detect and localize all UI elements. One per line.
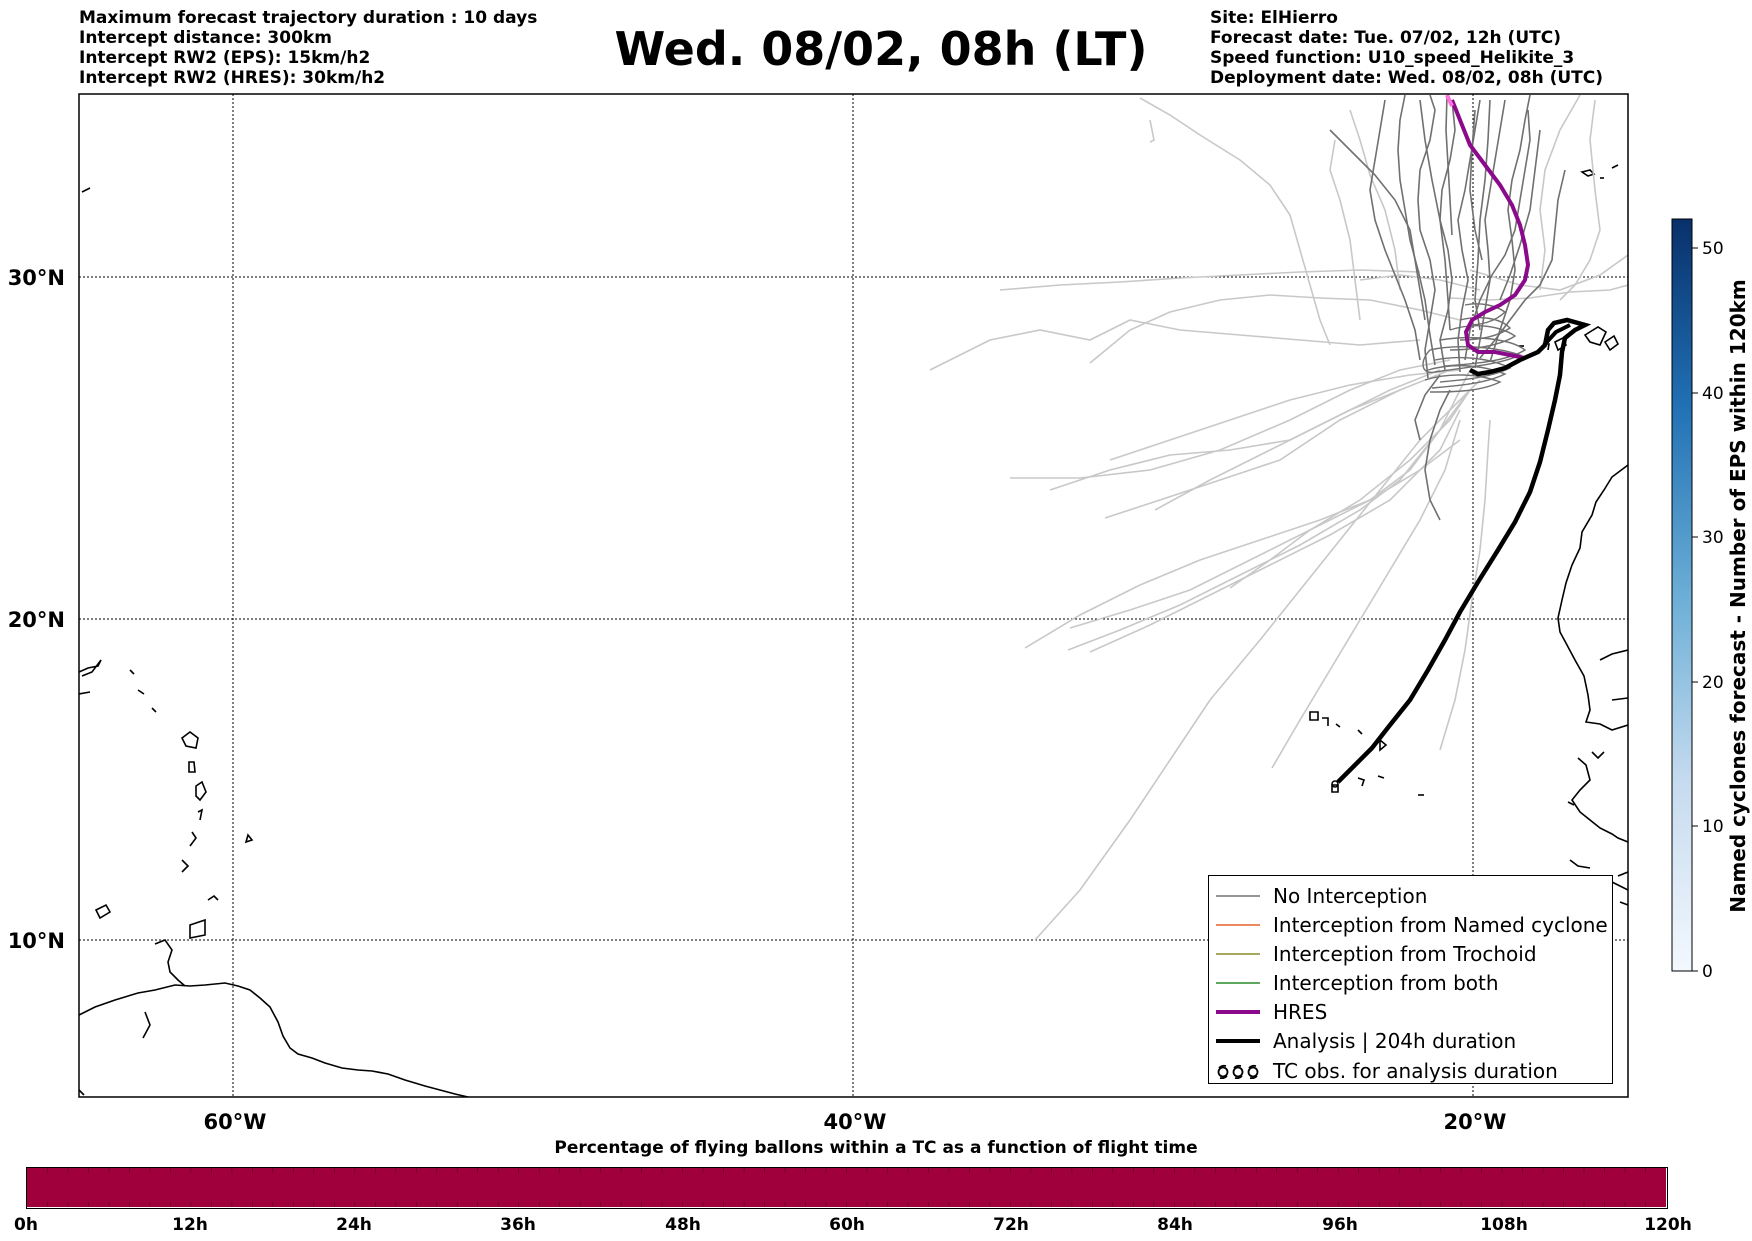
lon-labels: 60°W 40°W 20°W bbox=[204, 1110, 1507, 1134]
eps-trajectories-light bbox=[929, 94, 1628, 941]
lat-label-20n: 20°N bbox=[8, 608, 65, 632]
tc-obs-marker bbox=[1331, 780, 1339, 788]
analysis-trajectory-spur bbox=[1542, 323, 1571, 347]
time-tick-108h: 108h bbox=[1480, 1215, 1528, 1235]
hres-trajectory bbox=[1450, 99, 1531, 360]
lat-label-10n: 10°N bbox=[8, 929, 65, 953]
map-legend: No Interception Interception from Named … bbox=[1208, 875, 1613, 1084]
legend-item-no-interception: No Interception bbox=[1209, 882, 1427, 910]
legend-item-hres: HRES bbox=[1209, 998, 1327, 1026]
time-bar-fill bbox=[27, 1168, 1666, 1207]
lon-label-40w: 40°W bbox=[824, 1110, 887, 1134]
map-frame bbox=[78, 93, 1629, 1098]
legend-label: TC obs. for analysis duration bbox=[1273, 1059, 1558, 1083]
legend-swatch bbox=[1216, 1039, 1260, 1043]
page-title: Wed. 08/02, 08h (LT) bbox=[614, 22, 1148, 76]
lat-labels: 30°N 20°N 10°N bbox=[8, 266, 65, 953]
time-tick-0h: 0h bbox=[14, 1215, 38, 1235]
eps-trajectories-no-interception bbox=[1329, 94, 1566, 521]
lat-label-30n: 30°N bbox=[8, 266, 65, 290]
time-tick-36h: 36h bbox=[500, 1215, 536, 1235]
time-tick-72h: 72h bbox=[993, 1215, 1029, 1235]
time-percentage-bar bbox=[26, 1167, 1668, 1209]
legend-swatch bbox=[1216, 924, 1260, 926]
colorbar-tick-10: 10 bbox=[1702, 817, 1724, 837]
intercept-hres-text: Intercept RW2 (HRES): 30km/h2 bbox=[79, 68, 386, 88]
forecast-date-text: Forecast date: Tue. 07/02, 12h (UTC) bbox=[1210, 28, 1561, 48]
legend-label: Interception from Trochoid bbox=[1273, 942, 1537, 966]
legend-item-trochoid: Interception from Trochoid bbox=[1209, 940, 1537, 968]
max-duration-text: Maximum forecast trajectory duration : 1… bbox=[79, 8, 538, 28]
site-text: Site: ElHierro bbox=[1210, 8, 1338, 28]
intercept-eps-text: Intercept RW2 (EPS): 15km/h2 bbox=[79, 48, 371, 68]
legend-label: Interception from both bbox=[1273, 971, 1499, 995]
coastlines bbox=[79, 164, 1628, 1097]
lon-label-20w: 20°W bbox=[1444, 1110, 1507, 1134]
intercept-distance-text: Intercept distance: 300km bbox=[79, 28, 332, 48]
time-tick-96h: 96h bbox=[1322, 1215, 1358, 1235]
legend-item-both: Interception from both bbox=[1209, 969, 1499, 997]
legend-label: Interception from Named cyclone bbox=[1273, 913, 1608, 937]
time-tick-12h: 12h bbox=[172, 1215, 208, 1235]
time-tick-120h: 120h bbox=[1644, 1215, 1692, 1235]
legend-swatch bbox=[1216, 1010, 1260, 1014]
colorbar-tick-40: 40 bbox=[1702, 384, 1724, 404]
time-tick-48h: 48h bbox=[665, 1215, 701, 1235]
speed-function-text: Speed function: U10_speed_Helikite_3 bbox=[1210, 48, 1575, 68]
header-right-info: Site: ElHierro Forecast date: Tue. 07/02… bbox=[1210, 8, 1603, 88]
tc-symbol-icon bbox=[1217, 1064, 1259, 1079]
legend-label: No Interception bbox=[1273, 884, 1428, 908]
analysis-trajectory bbox=[1336, 317, 1592, 784]
legend-label: Analysis | 204h duration bbox=[1273, 1029, 1517, 1053]
time-tick-84h: 84h bbox=[1157, 1215, 1193, 1235]
time-tick-60h: 60h bbox=[829, 1215, 865, 1235]
legend-item-tc-obs: TC obs. for analysis duration bbox=[1209, 1057, 1558, 1085]
colorbar-title: Named cyclones forecast - Number of EPS … bbox=[1726, 279, 1750, 913]
colorbar-tick-50: 50 bbox=[1702, 239, 1724, 259]
legend-swatch bbox=[1216, 982, 1260, 984]
legend-item-analysis: Analysis | 204h duration bbox=[1209, 1027, 1516, 1055]
deployment-date-text: Deployment date: Wed. 08/02, 08h (UTC) bbox=[1210, 68, 1604, 88]
legend-swatch bbox=[1216, 953, 1260, 955]
colorbar-tick-30: 30 bbox=[1702, 528, 1724, 548]
legend-item-named-cyclone: Interception from Named cyclone bbox=[1209, 911, 1608, 939]
lon-label-60w: 60°W bbox=[204, 1110, 267, 1134]
legend-label: HRES bbox=[1273, 1000, 1328, 1024]
legend-swatch bbox=[1216, 895, 1260, 897]
time-bar-title: Percentage of flying ballons within a TC… bbox=[554, 1138, 1198, 1158]
colorbar: 0 10 20 30 40 50 Named cyclones forecast… bbox=[1671, 218, 1750, 982]
colorbar-tick-0: 0 bbox=[1702, 962, 1713, 982]
time-tick-24h: 24h bbox=[336, 1215, 372, 1235]
hres-trajectory-start bbox=[1445, 94, 1454, 107]
colorbar-tick-20: 20 bbox=[1702, 673, 1724, 693]
header-left-info: Maximum forecast trajectory duration : 1… bbox=[79, 8, 537, 88]
